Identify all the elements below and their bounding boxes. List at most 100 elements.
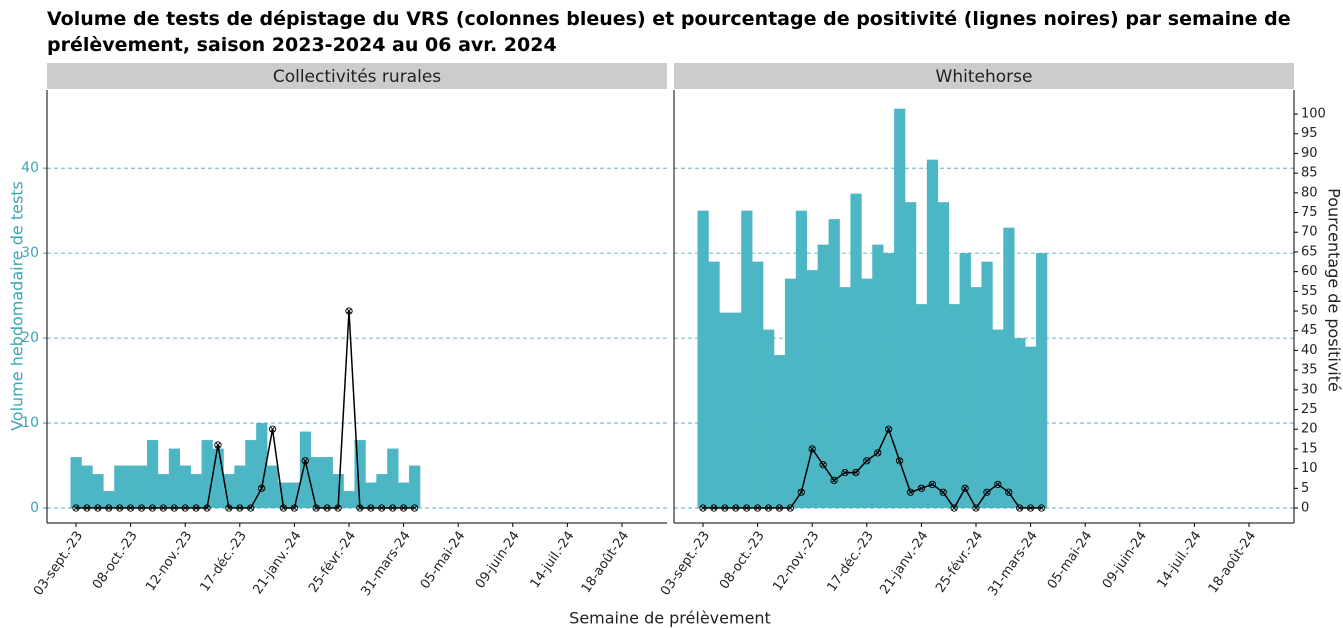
y-tick-label: 40 — [21, 160, 39, 176]
point-marker — [170, 504, 178, 512]
marker-circle — [939, 488, 947, 496]
bar — [256, 423, 268, 509]
x-tick-label: 31-mars-24 — [985, 529, 1040, 599]
x-tick-label: 14-juil.-24 — [528, 529, 578, 591]
point-marker — [399, 504, 408, 512]
chart-title: prélèvement, saison 2023-2024 au 06 avr.… — [47, 34, 557, 56]
marker-circle — [290, 504, 299, 512]
point-marker — [994, 480, 1002, 489]
marker-cross — [1017, 505, 1023, 511]
point-marker — [732, 504, 740, 512]
x-tick-label: 21-janv.-24 — [250, 529, 304, 597]
marker-cross — [411, 505, 418, 511]
y-tick-label: 20 — [21, 330, 39, 346]
marker-circle — [334, 504, 342, 512]
marker-circle — [841, 468, 849, 477]
bar — [970, 287, 982, 509]
bar — [245, 440, 257, 509]
marker-cross — [335, 505, 341, 511]
marker-circle — [753, 504, 762, 512]
bar — [708, 261, 720, 509]
point-marker — [895, 457, 904, 465]
marker-cross — [853, 469, 859, 476]
x-tick-label: 14-juil.-24 — [1155, 529, 1205, 591]
bar — [146, 440, 159, 509]
x-axis-label: Semaine de prélèvement — [569, 609, 771, 628]
marker-circle — [972, 504, 980, 512]
point-marker — [159, 504, 168, 512]
bar — [398, 482, 410, 509]
point-marker — [710, 504, 718, 512]
marker-cross — [182, 505, 188, 511]
point-marker — [917, 484, 926, 492]
bar — [157, 474, 170, 509]
bar — [959, 253, 971, 509]
marker-circle — [214, 441, 222, 449]
marker-cross — [1038, 505, 1045, 511]
point-marker — [236, 504, 244, 512]
marker-circle — [225, 504, 233, 512]
marker-cross — [160, 505, 166, 511]
marker-cross — [95, 505, 101, 511]
bar — [299, 431, 312, 509]
marker-cross — [390, 505, 396, 511]
marker-circle — [884, 425, 893, 433]
marker-circle — [721, 504, 729, 512]
y2-tick-label: 45 — [1301, 323, 1318, 338]
marker-circle — [236, 504, 244, 512]
marker-cross — [765, 505, 772, 511]
marker-circle — [312, 504, 320, 512]
bar — [861, 278, 873, 509]
marker-circle — [983, 488, 991, 496]
point-marker — [247, 504, 255, 512]
facet-strip — [47, 63, 667, 89]
point-marker — [410, 504, 419, 512]
bar — [981, 261, 993, 509]
marker-cross — [864, 458, 870, 464]
point-marker — [137, 504, 146, 512]
point-marker — [1026, 504, 1035, 512]
point-marker — [928, 480, 936, 489]
bar — [365, 482, 377, 509]
marker-cross — [204, 505, 210, 511]
point-marker — [819, 461, 827, 469]
marker-circle — [732, 504, 740, 512]
x-tick-label: 18-août-24 — [1206, 529, 1259, 596]
marker-cross — [84, 505, 90, 511]
bar — [321, 457, 333, 509]
bar — [806, 270, 818, 509]
marker-cross — [117, 505, 123, 511]
bar — [114, 465, 126, 509]
point-marker — [764, 504, 773, 512]
marker-cross — [962, 485, 968, 491]
marker-circle — [105, 504, 113, 512]
x-tick-label: 25-févr.-24 — [306, 529, 359, 596]
marker-circle — [192, 504, 200, 512]
bar — [795, 210, 808, 509]
point-marker — [72, 504, 80, 512]
marker-circle — [116, 504, 124, 512]
bar — [697, 210, 709, 509]
bar — [828, 219, 840, 509]
facet-strip — [674, 63, 1294, 89]
marker-cross — [886, 426, 892, 432]
y-tick-label: 10 — [21, 415, 39, 431]
marker-cross — [291, 505, 298, 511]
marker-cross — [149, 505, 156, 511]
y2-tick-label: 35 — [1301, 363, 1318, 378]
y-tick-label: 0 — [30, 500, 39, 516]
y2-tick-label: 65 — [1301, 244, 1318, 259]
point-marker — [345, 307, 353, 315]
marker-circle — [301, 457, 309, 465]
marker-circle — [279, 504, 288, 512]
x-tick-label: 12-nov.-23 — [143, 529, 195, 595]
point-marker — [312, 504, 320, 512]
point-marker — [323, 504, 331, 512]
marker-cross — [776, 505, 783, 511]
y2-tick-label: 75 — [1301, 205, 1318, 220]
y2-tick-label: 100 — [1301, 107, 1326, 122]
marker-cross — [259, 485, 265, 491]
bar — [1003, 227, 1015, 509]
point-marker — [203, 504, 211, 512]
